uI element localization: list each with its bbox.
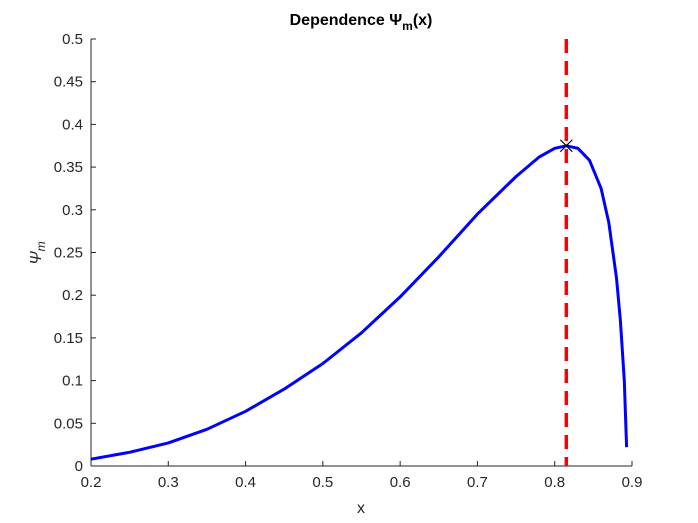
y-tick-label: 0.35 [54,159,83,176]
y-tick-label: 0 [75,458,83,475]
x-tick-label: 0.3 [158,474,179,491]
x-tick-label: 0.4 [235,474,256,491]
x-axis-label: x [357,500,365,517]
y-tick-label: 0.2 [62,287,83,304]
x-tick-label: 0.9 [622,474,643,491]
y-tick-label: 0.25 [54,245,83,262]
y-tick-label: 0.4 [62,116,83,133]
marker-stroke [559,139,573,153]
max-point-marker [559,139,573,153]
plot-area: 0.2 0.3 0.4 0.5 0.6 0.7 0.8 0.9 0 0.05 0.1 0.15 0.2 0… [54,31,643,491]
x-tick-label: 0.6 [390,474,411,491]
x-tick-label: 0.2 [81,474,102,491]
y-tick-label: 0.3 [62,202,83,219]
y-axis-label: Ψm [28,241,48,264]
x-tick-label: 0.7 [467,474,488,491]
x-tick-label: 0.5 [312,474,333,491]
chart-title: Dependence Ψm(x) [290,12,433,33]
x-tick-label: 0.8 [544,474,565,491]
y-tick-label: 0.1 [62,373,83,390]
y-tick-label: 0.45 [54,74,83,91]
y-tick-label: 0.15 [54,330,83,347]
y-tick-label: 0.5 [62,31,83,48]
series-line [90,144,629,461]
y-tick-label: 0.05 [54,415,83,432]
